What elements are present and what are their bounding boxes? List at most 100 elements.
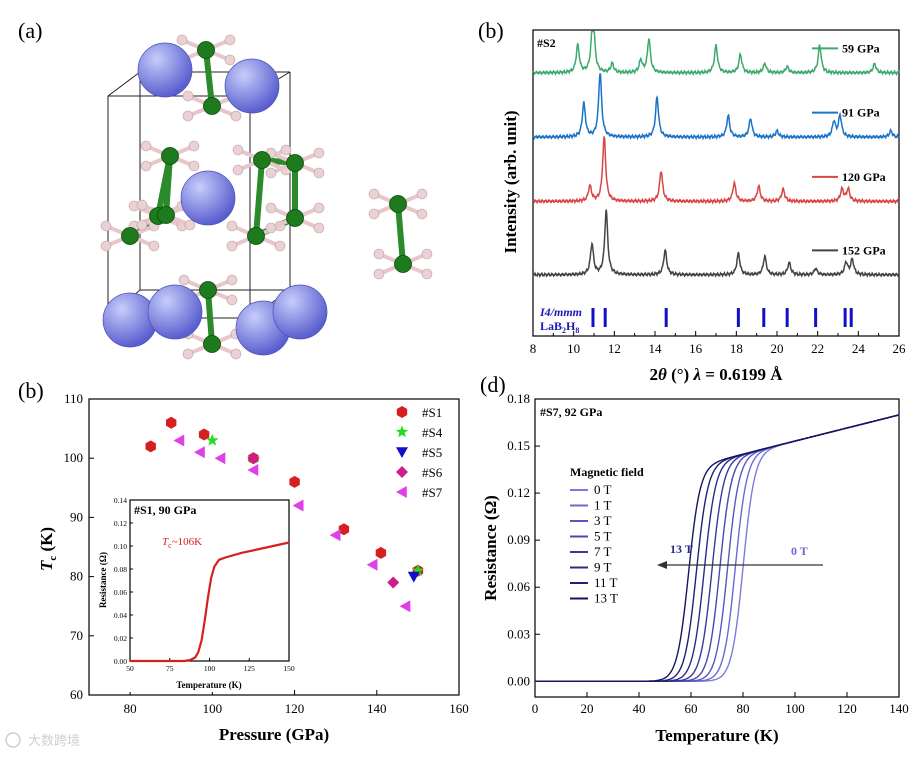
- xrd-x-ticks: 8 10 12 14 16 18 20 22 24 26: [530, 331, 906, 356]
- watermark-logo-icon: [5, 732, 21, 748]
- lanthanum-atom: [147, 284, 203, 340]
- hydrogen-atom: [226, 294, 238, 306]
- hydrogen-atom: [416, 208, 428, 220]
- xrd-x-tick-label: 8: [530, 341, 537, 356]
- xrd-x-tick-label: 26: [893, 341, 907, 356]
- tc-point-S7: [247, 464, 259, 477]
- hydrogen-atom: [232, 144, 244, 156]
- inset-x-tick-label: 50: [126, 664, 134, 673]
- rt-curve-0T: [535, 414, 900, 682]
- tc-point-S5: [407, 571, 420, 583]
- inset-x-tick-label: 125: [244, 664, 256, 673]
- hydrogen-atom: [230, 110, 242, 122]
- tc-point-S1: [338, 523, 350, 536]
- b-b-bond: [253, 157, 265, 239]
- rt-y-tick-label: 0.09: [507, 532, 530, 547]
- hydrogen-atom: [313, 147, 325, 159]
- hydrogen-atom: [224, 54, 236, 66]
- hydrogen-atom: [148, 240, 160, 252]
- tc-x-tick-label: 80: [124, 701, 137, 716]
- inset-y-tick-label: 0.02: [114, 634, 127, 643]
- tc-legend-marker: [396, 466, 408, 478]
- boron-atom: [203, 335, 221, 353]
- inset-x-tick-label: 150: [283, 664, 295, 673]
- hydrogen-atom: [184, 219, 196, 231]
- xrd-reference-bar: [785, 308, 789, 327]
- tc-y-tick-label: 100: [64, 450, 84, 465]
- xrd-pattern-152GPa: [532, 209, 900, 279]
- xrd-reference-bar: [843, 308, 847, 327]
- tc-point-S4: [411, 564, 425, 576]
- lanthanum-atom: [224, 58, 280, 114]
- xrd-reference-bar: [814, 308, 818, 327]
- rt-y-label: Resistance (Ω): [481, 495, 500, 601]
- hydrogen-atom: [232, 164, 244, 176]
- hydrogen-atom: [224, 34, 236, 46]
- xrd-x-tick-label: 14: [649, 341, 663, 356]
- tc-y-tick-label: 110: [64, 391, 83, 406]
- rt-curve-13T: [535, 414, 900, 682]
- tc-legend-label: #S7: [422, 485, 443, 500]
- inset-y-tick-label: 0.00: [114, 657, 127, 666]
- tc-point-S1: [198, 428, 210, 441]
- boron-atom: [247, 227, 265, 245]
- tc-x-tick-label: 140: [367, 701, 387, 716]
- inset-annotation: Tc~106K: [162, 536, 202, 550]
- xrd-x-tick-label: 22: [811, 341, 824, 356]
- rt-y-tick-label: 0.06: [507, 579, 530, 594]
- rt-legend-label: 9 T: [594, 560, 612, 575]
- xrd-x-label: 2θ (°) λ = 0.6199 Å: [650, 365, 784, 384]
- rt-curves: [535, 414, 900, 682]
- tc-legend-marker: [396, 447, 408, 458]
- b-b-bond: [163, 153, 173, 218]
- xrd-legend-label: 152 GPa: [842, 243, 886, 257]
- hydrogen-atom: [421, 268, 433, 280]
- boron-atom: [161, 147, 179, 165]
- arrow-right-label: 0 T: [791, 544, 808, 558]
- inset-y-tick-label: 0.04: [114, 611, 127, 620]
- boron-atom: [121, 227, 139, 245]
- xrd-pattern-59GPa: [532, 30, 900, 77]
- hydrogen-atom: [226, 240, 238, 252]
- rt-curve-7T: [535, 414, 900, 682]
- hydrogen-atom: [182, 110, 194, 122]
- xrd-reference-bar: [762, 308, 766, 327]
- rt-legend-label: 13 T: [594, 591, 618, 606]
- panel-a-label: (a): [18, 18, 42, 43]
- inset-y-tick-label: 0.14: [114, 496, 127, 505]
- rt-legend-label: 5 T: [594, 529, 612, 544]
- xrd-reference-bar: [736, 308, 740, 327]
- hydrogen-atom: [280, 144, 292, 156]
- rt-x-label: Temperature (K): [655, 726, 778, 745]
- tc-point-S7: [173, 434, 185, 447]
- inset-title: #S1, 90 GPa: [134, 503, 196, 517]
- tc-point-S1: [166, 416, 177, 429]
- xrd-legend-label: 91 GPa: [842, 106, 880, 120]
- hydrogen-atom: [416, 188, 428, 200]
- inset-y-label: Resistance (Ω): [98, 552, 108, 608]
- arrow-left-label: 13 T: [670, 542, 693, 556]
- rt-x-tick-label: 80: [737, 701, 750, 716]
- panel-d-label: (d): [480, 372, 506, 397]
- tc-y-tick-label: 90: [70, 509, 83, 524]
- hydrogen-atom: [274, 240, 286, 252]
- hydrogen-atom: [226, 220, 238, 232]
- xrd-legend-label: 59 GPa: [842, 41, 880, 55]
- inset-y-tick-label: 0.12: [114, 519, 127, 528]
- b-b-bond: [205, 287, 215, 347]
- rt-plot-frame: [534, 398, 900, 698]
- tc-scatter-points: [145, 416, 425, 613]
- tc-legend-label: #S5: [422, 445, 442, 460]
- tc-point-S4: [206, 433, 219, 446]
- tc-y-tick-label: 60: [70, 687, 83, 702]
- tc-point-S7: [329, 529, 341, 542]
- hydrogen-atom: [368, 208, 380, 220]
- rt-x-tick-label: 0: [532, 701, 539, 716]
- tc-point-S7: [292, 499, 304, 512]
- rt-legend-label: 3 T: [594, 513, 612, 528]
- tc-legend: #S1 #S4 #S5 #S6 #S7: [395, 405, 443, 500]
- crystal-structure-illustration: [100, 34, 433, 360]
- boron-atom: [286, 154, 304, 172]
- tc-legend-marker: [396, 486, 407, 498]
